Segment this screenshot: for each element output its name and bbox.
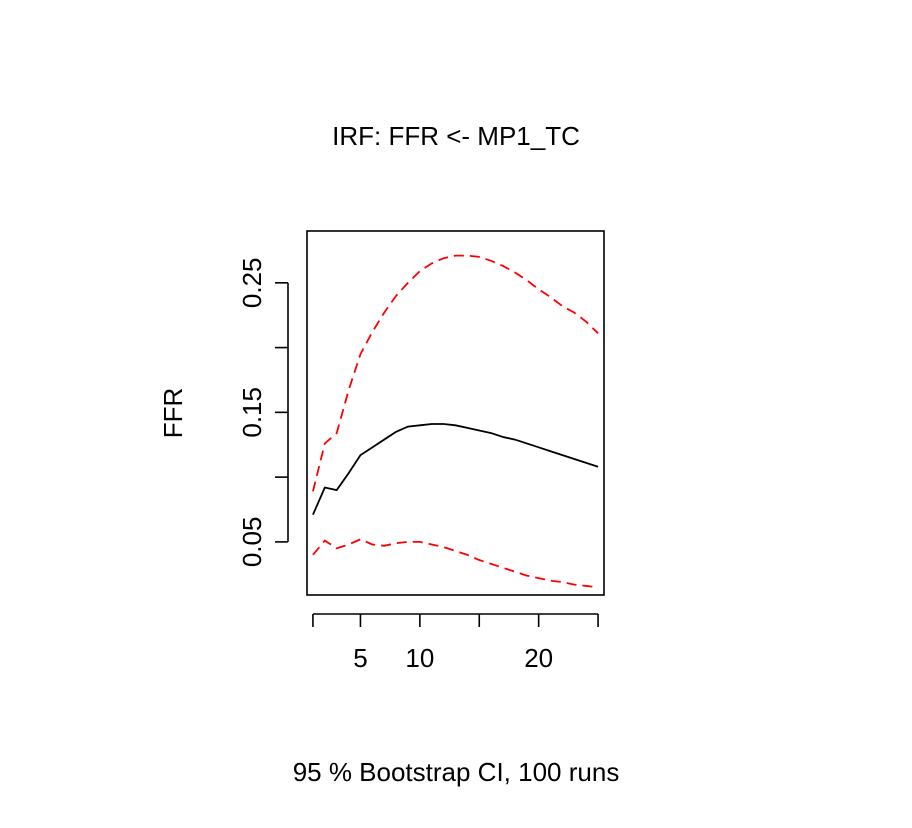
series-line-upper-ci [312, 254, 599, 492]
x-axis-label: 95 % Bootstrap CI, 100 runs [293, 757, 620, 787]
y-tick-label: 0.15 [237, 387, 267, 438]
axis-layer: 5 10 20 0.05 0.15 0.25 [237, 258, 599, 673]
series-line-lower-ci [312, 538, 599, 589]
x-tick-label: 20 [524, 643, 553, 673]
y-tick-label: 0.25 [237, 258, 267, 309]
x-tick-label: 5 [353, 643, 367, 673]
y-axis-label: FFR [158, 388, 188, 439]
chart-title: IRF: FFR <- MP1_TC [332, 121, 580, 151]
plot-frame [306, 230, 605, 596]
series-layer [312, 254, 599, 589]
series-line-estimate [312, 423, 599, 516]
y-tick-label: 0.05 [237, 517, 267, 568]
x-tick-label: 10 [405, 643, 434, 673]
